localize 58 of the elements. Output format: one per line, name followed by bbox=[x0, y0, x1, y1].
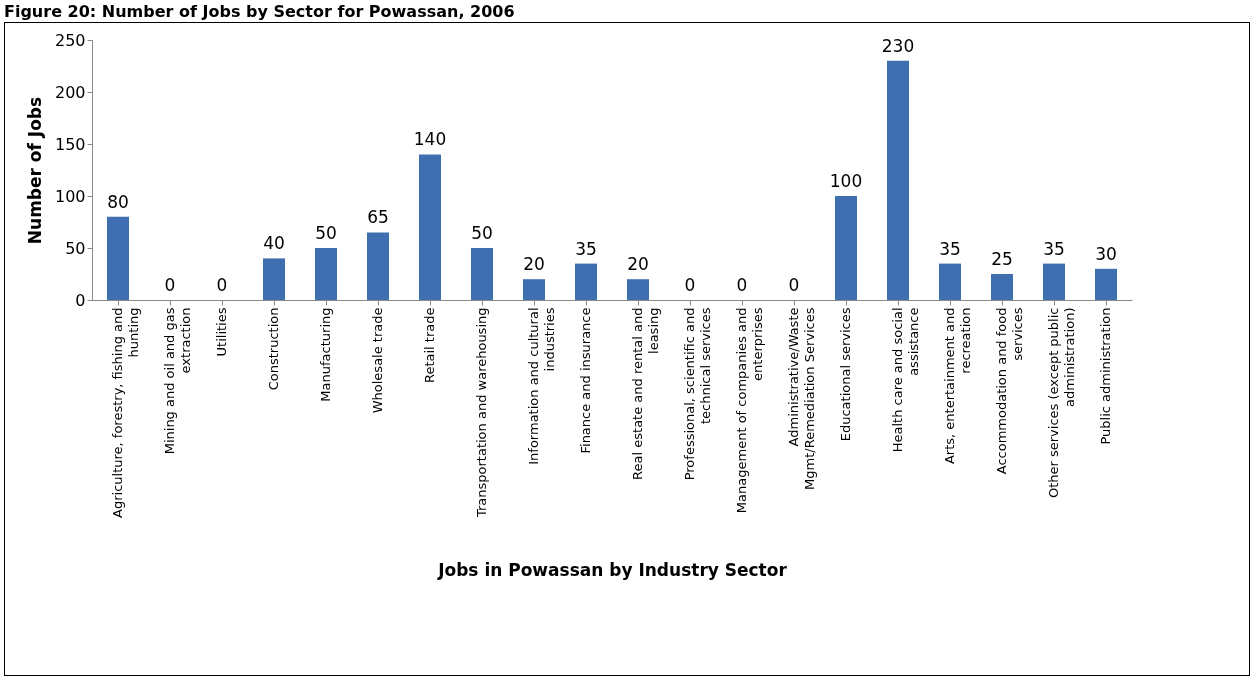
x-tick-label: Construction bbox=[266, 307, 281, 391]
x-tick-label: Health care and social assistance bbox=[890, 307, 921, 453]
data-label: 35 bbox=[1043, 238, 1065, 259]
x-tick-label: Other services (except public administration) bbox=[1046, 307, 1077, 499]
data-label: 65 bbox=[367, 207, 389, 228]
bar bbox=[939, 263, 961, 300]
data-label: 35 bbox=[575, 238, 597, 259]
bar bbox=[575, 263, 597, 300]
x-tick-label: Information and cultural industries bbox=[526, 307, 557, 465]
bar bbox=[523, 279, 545, 300]
x-axis-title: Jobs in Powassan by Industry Sector bbox=[437, 559, 788, 580]
y-axis-title: Number of Jobs bbox=[24, 96, 45, 245]
bar bbox=[1043, 263, 1065, 300]
y-tick-label: 0 bbox=[75, 290, 86, 310]
data-label: 0 bbox=[736, 275, 748, 295]
bar bbox=[263, 258, 285, 300]
bar bbox=[627, 279, 649, 300]
bar bbox=[835, 196, 857, 300]
x-tick-label: Finance and insurance bbox=[578, 307, 593, 454]
data-label: 0 bbox=[164, 275, 176, 295]
data-label: 50 bbox=[315, 223, 337, 243]
x-tick-label: Public administration bbox=[1098, 307, 1113, 445]
bar bbox=[887, 60, 909, 300]
y-tick-label: 250 bbox=[54, 30, 86, 50]
bar bbox=[419, 154, 441, 300]
data-label: 20 bbox=[523, 254, 545, 275]
x-tick-label: Utilities bbox=[214, 307, 229, 357]
x-tick-label: Retail trade bbox=[422, 307, 437, 384]
bar bbox=[367, 232, 389, 300]
data-label: 30 bbox=[1095, 243, 1117, 264]
bar bbox=[1095, 268, 1117, 300]
bar bbox=[107, 216, 129, 300]
data-label: 100 bbox=[829, 171, 863, 191]
bar bbox=[471, 248, 493, 300]
y-tick-label: 200 bbox=[54, 82, 86, 102]
x-tick-label: Wholesale trade bbox=[370, 307, 385, 414]
y-tick-label: 50 bbox=[65, 238, 86, 258]
data-label: 35 bbox=[939, 238, 961, 259]
bar bbox=[315, 248, 337, 300]
data-label: 20 bbox=[627, 254, 649, 275]
x-tick-label: Transportation and warehousing bbox=[474, 307, 489, 519]
x-tick-label: Real estate and rental and leasing bbox=[630, 307, 661, 480]
data-label: 80 bbox=[107, 191, 129, 212]
data-label: 140 bbox=[413, 129, 447, 150]
data-label: 0 bbox=[216, 275, 228, 295]
data-label: 0 bbox=[788, 275, 800, 295]
x-tick-label: Agriculture, forestry, fishing and hunting bbox=[110, 307, 141, 518]
x-tick-label: Manufacturing bbox=[318, 307, 333, 402]
y-tick-label: 100 bbox=[54, 186, 86, 206]
chart-title: Figure 20: Number of Jobs by Sector for Powassan, 2006 bbox=[3, 1, 516, 22]
data-label: 25 bbox=[991, 249, 1013, 269]
data-label: 230 bbox=[881, 35, 915, 56]
x-tick-label: Educational services bbox=[838, 307, 853, 442]
bar bbox=[991, 274, 1013, 300]
data-label: 50 bbox=[471, 223, 493, 243]
data-label: 0 bbox=[684, 275, 696, 295]
y-tick-label: 150 bbox=[54, 134, 86, 154]
data-label: 40 bbox=[263, 233, 285, 254]
